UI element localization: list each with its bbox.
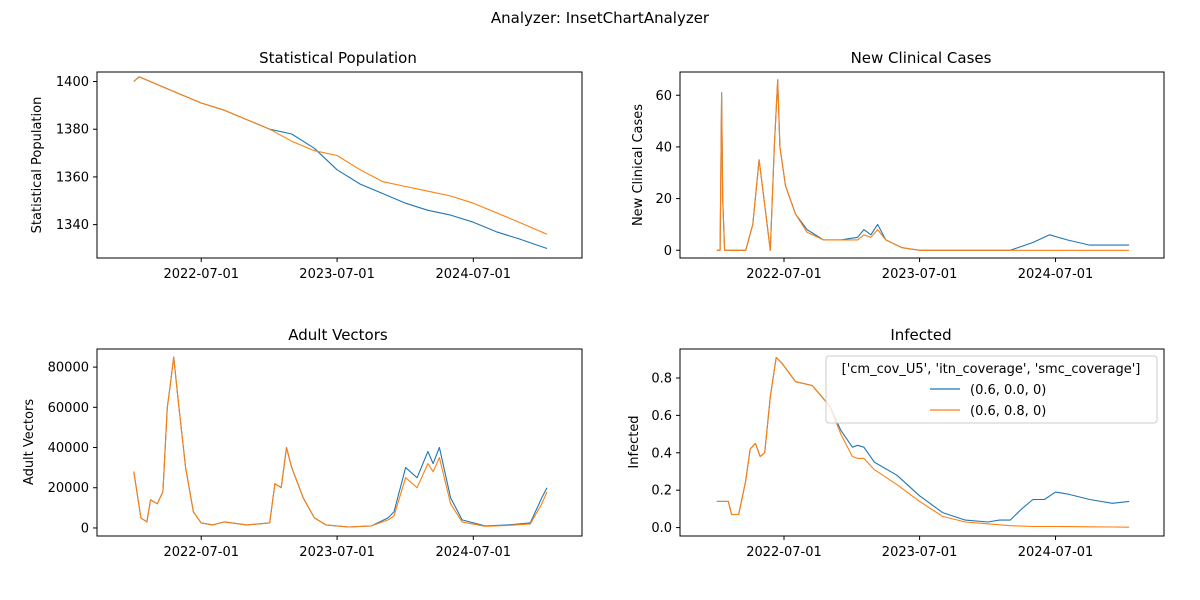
x-tick-label: 2022-07-01: [746, 545, 822, 560]
panel-new-clinical-cases: New Clinical Cases New Clinical Cases 20…: [631, 49, 1165, 282]
y-tick-label: 0: [81, 521, 89, 536]
x-tick-label: 2024-07-01: [1018, 545, 1094, 560]
series-line-2: [716, 79, 1130, 251]
figure-suptitle: Analyzer: InsetChartAnalyzer: [491, 9, 710, 27]
series-line-2: [133, 356, 548, 528]
panel-infected: Infected Infected 2022-07-01 2023-07-01 20…: [627, 326, 1165, 560]
legend-title: ['cm_cov_U5', 'itn_coverage', 'smc_cover…: [842, 362, 1141, 377]
y-tick-label: 1380: [56, 123, 89, 138]
x-tick-label: 2024-07-01: [436, 267, 512, 282]
y-tick-label: 20: [655, 192, 672, 207]
x-tick-label: 2022-07-01: [163, 267, 239, 282]
series-line-2: [133, 76, 548, 235]
y-tick-label: 1400: [56, 75, 89, 90]
x-tick-label: 2023-07-01: [882, 267, 958, 282]
y-tick-label: 20000: [48, 481, 89, 496]
legend-frame: [825, 355, 1158, 424]
axes-frame: [96, 348, 583, 537]
x-tick-label: 2022-07-01: [163, 545, 239, 560]
y-tick-label: 0.4: [651, 446, 672, 461]
y-tick-label: 1360: [56, 170, 89, 185]
axes-frame: [679, 348, 1165, 537]
y-tick-label: 1340: [56, 218, 89, 233]
legend-entry-series-1: (0.6, 0.0, 0): [970, 383, 1046, 398]
y-tick-label: 0.2: [651, 484, 672, 499]
y-tick-label: 0.0: [651, 521, 672, 536]
y-tick-label: 0: [664, 244, 672, 259]
chart-title: New Clinical Cases: [851, 49, 992, 67]
series-line-2: [716, 356, 1130, 528]
panel-adult-vectors: Adult Vectors Adult Vectors 2022-07-01 20…: [22, 326, 583, 560]
chart-title: Adult Vectors: [288, 326, 388, 344]
x-tick-label: 2022-07-01: [746, 267, 822, 282]
x-tick-label: 2023-07-01: [882, 545, 958, 560]
axes-frame: [679, 71, 1165, 259]
y-axis-label: New Clinical Cases: [631, 104, 646, 226]
y-tick-label: 0.6: [651, 409, 672, 424]
y-tick-label: 80000: [48, 361, 89, 376]
y-tick-label: 0.8: [651, 371, 672, 386]
x-tick-label: 2024-07-01: [1018, 267, 1094, 282]
panel-statistical-population: Statistical Population Statistical Popul…: [30, 49, 583, 282]
y-tick-label: 60000: [48, 401, 89, 416]
chart-title: Infected: [890, 326, 951, 344]
series-line-1: [133, 356, 548, 528]
y-tick-label: 60: [655, 89, 672, 104]
axes-frame: [96, 71, 583, 259]
y-tick-label: 40: [655, 140, 672, 155]
y-axis-label: Infected: [627, 415, 642, 468]
y-axis-label: Statistical Population: [30, 97, 45, 234]
y-axis-label: Adult Vectors: [22, 399, 37, 485]
legend-entry-series-2: (0.6, 0.8, 0): [970, 404, 1046, 419]
legend: ['cm_cov_U5', 'itn_coverage', 'smc_cover…: [825, 355, 1158, 424]
x-tick-label: 2023-07-01: [299, 267, 375, 282]
x-tick-label: 2023-07-01: [299, 545, 375, 560]
series-line-1: [133, 76, 548, 250]
chart-title: Statistical Population: [259, 49, 417, 67]
y-tick-label: 40000: [48, 441, 89, 456]
x-tick-label: 2024-07-01: [436, 545, 512, 560]
